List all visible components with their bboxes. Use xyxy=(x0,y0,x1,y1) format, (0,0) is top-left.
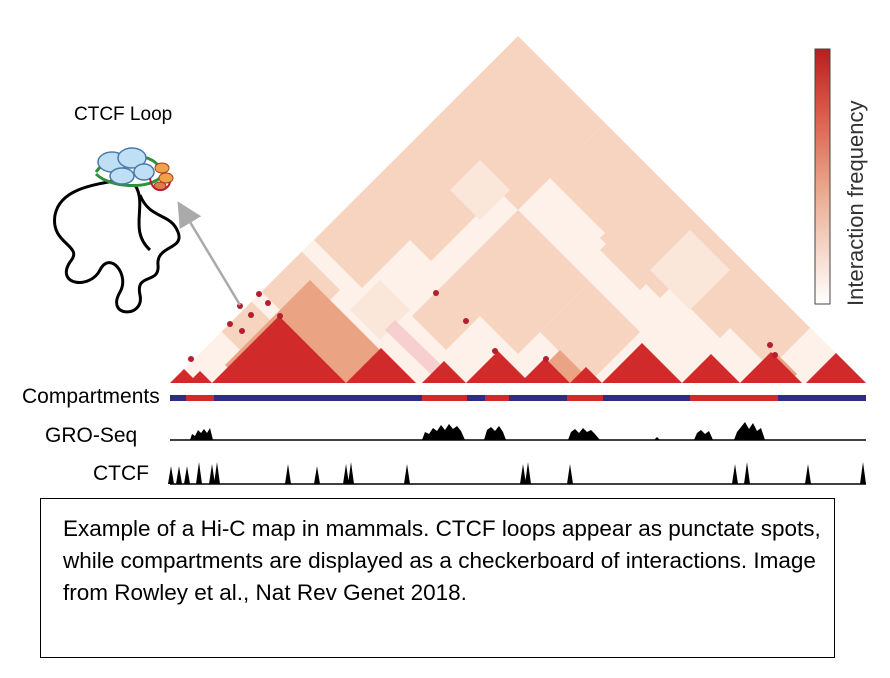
ctcf-loop-illustration: CTCF Loop xyxy=(53,104,242,314)
loop-label: CTCF Loop xyxy=(74,104,172,125)
track-label-ctcf: CTCF xyxy=(93,462,149,485)
track-label-compartments: Compartments xyxy=(22,385,160,408)
diagonal-domains xyxy=(170,316,866,383)
loop-dots xyxy=(188,290,778,362)
color-legend: Interaction frequency xyxy=(814,48,868,306)
pointer-arrow xyxy=(177,201,242,306)
caption-box: Example of a Hi-C map in mammals. CTCF l… xyxy=(40,498,835,658)
hic-heatmap xyxy=(170,36,866,383)
compartments-track: Compartments xyxy=(22,385,866,408)
gro-seq-track: GRO-Seq xyxy=(45,422,866,447)
legend-label: Interaction frequency xyxy=(843,101,868,306)
legend-bar xyxy=(814,48,831,305)
ctcf-track: CTCF xyxy=(93,462,866,485)
track-label-gro-seq: GRO-Seq xyxy=(45,424,137,447)
caption-text: Example of a Hi-C map in mammals. CTCF l… xyxy=(63,516,821,605)
hic-figure: CTCF Loop Interaction frequency Compartm… xyxy=(22,36,868,485)
